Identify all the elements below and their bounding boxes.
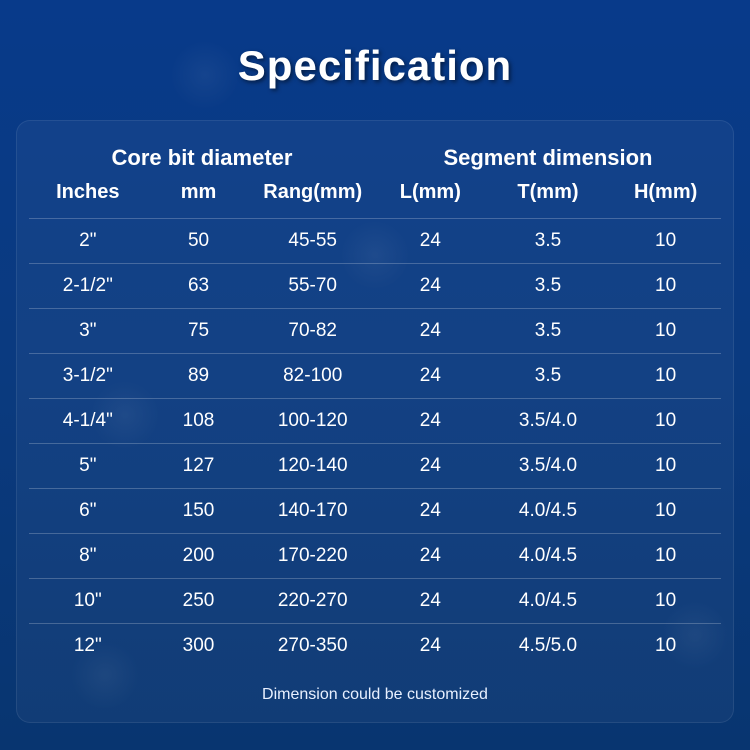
table-cell: 55-70 (250, 264, 375, 309)
table-cell: 3.5 (486, 309, 611, 354)
table-cell: 2" (29, 219, 147, 264)
table-cell: 4.0/4.5 (486, 579, 611, 624)
table-cell: 140-170 (250, 489, 375, 534)
table-row: 10"250220-270244.0/4.510 (29, 579, 721, 624)
table-cell: 10 (610, 354, 721, 399)
table-cell: 10" (29, 579, 147, 624)
col-l: L(mm) (375, 181, 486, 219)
table-cell: 10 (610, 624, 721, 669)
table-cell: 4-1/4" (29, 399, 147, 444)
col-t: T(mm) (486, 181, 611, 219)
table-cell: 10 (610, 444, 721, 489)
table-cell: 300 (147, 624, 251, 669)
table-cell: 3-1/2" (29, 354, 147, 399)
table-cell: 24 (375, 534, 486, 579)
table-cell: 63 (147, 264, 251, 309)
table-cell: 24 (375, 309, 486, 354)
table-cell: 45-55 (250, 219, 375, 264)
table-cell: 10 (610, 309, 721, 354)
table-cell: 150 (147, 489, 251, 534)
table-row: 5"127120-140243.5/4.010 (29, 444, 721, 489)
table-cell: 3.5 (486, 354, 611, 399)
table-cell: 2-1/2" (29, 264, 147, 309)
table-cell: 24 (375, 624, 486, 669)
table-cell: 10 (610, 489, 721, 534)
col-rang: Rang(mm) (250, 181, 375, 219)
table-cell: 24 (375, 444, 486, 489)
table-cell: 24 (375, 399, 486, 444)
table-row: 3-1/2"8982-100243.510 (29, 354, 721, 399)
col-h: H(mm) (610, 181, 721, 219)
table-cell: 120-140 (250, 444, 375, 489)
table-cell: 3" (29, 309, 147, 354)
table-cell: 82-100 (250, 354, 375, 399)
table-cell: 6" (29, 489, 147, 534)
table-cell: 220-270 (250, 579, 375, 624)
table-cell: 170-220 (250, 534, 375, 579)
spec-card: Core bit diameter Segment dimension Inch… (16, 120, 734, 723)
table-cell: 127 (147, 444, 251, 489)
page-title: Specification (0, 0, 750, 120)
group-header-segment: Segment dimension (375, 139, 721, 181)
table-cell: 12" (29, 624, 147, 669)
table-row: 8"200170-220244.0/4.510 (29, 534, 721, 579)
table-row: 2-1/2"6355-70243.510 (29, 264, 721, 309)
sub-header-row: Inches mm Rang(mm) L(mm) T(mm) H(mm) (29, 181, 721, 219)
table-cell: 24 (375, 264, 486, 309)
table-cell: 200 (147, 534, 251, 579)
footer-note: Dimension could be customized (29, 668, 721, 704)
table-cell: 24 (375, 354, 486, 399)
table-cell: 4.0/4.5 (486, 489, 611, 534)
table-cell: 50 (147, 219, 251, 264)
table-cell: 3.5 (486, 264, 611, 309)
table-cell: 3.5/4.0 (486, 444, 611, 489)
table-cell: 100-120 (250, 399, 375, 444)
table-cell: 8" (29, 534, 147, 579)
table-row: 3"7570-82243.510 (29, 309, 721, 354)
table-cell: 5" (29, 444, 147, 489)
table-cell: 270-350 (250, 624, 375, 669)
table-cell: 3.5 (486, 219, 611, 264)
col-inches: Inches (29, 181, 147, 219)
table-cell: 24 (375, 579, 486, 624)
table-cell: 70-82 (250, 309, 375, 354)
table-row: 4-1/4"108100-120243.5/4.010 (29, 399, 721, 444)
table-cell: 250 (147, 579, 251, 624)
table-row: 6"150140-170244.0/4.510 (29, 489, 721, 534)
group-header-core: Core bit diameter (29, 139, 375, 181)
table-cell: 10 (610, 219, 721, 264)
group-header-row: Core bit diameter Segment dimension (29, 139, 721, 181)
table-cell: 3.5/4.0 (486, 399, 611, 444)
table-cell: 24 (375, 219, 486, 264)
table-cell: 24 (375, 489, 486, 534)
table-cell: 4.0/4.5 (486, 534, 611, 579)
table-cell: 10 (610, 399, 721, 444)
table-row: 12"300270-350244.5/5.010 (29, 624, 721, 669)
table-cell: 89 (147, 354, 251, 399)
table-cell: 75 (147, 309, 251, 354)
col-mm: mm (147, 181, 251, 219)
table-cell: 108 (147, 399, 251, 444)
table-cell: 4.5/5.0 (486, 624, 611, 669)
spec-table: Core bit diameter Segment dimension Inch… (29, 139, 721, 668)
table-cell: 10 (610, 264, 721, 309)
table-cell: 10 (610, 534, 721, 579)
table-cell: 10 (610, 579, 721, 624)
table-row: 2"5045-55243.510 (29, 219, 721, 264)
